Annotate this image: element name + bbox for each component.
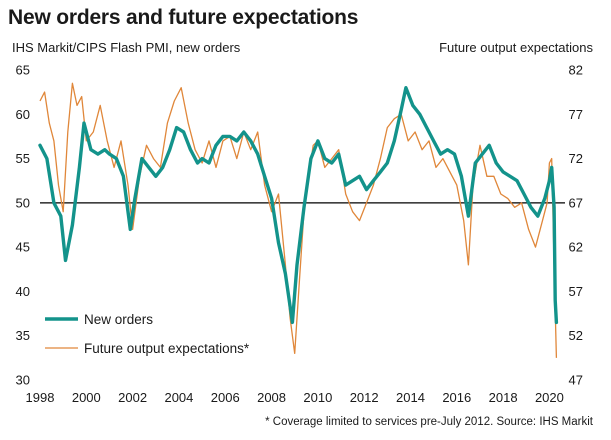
x-tick-label: 1998 (26, 390, 55, 405)
left-axis-label: IHS Markit/CIPS Flash PMI, new orders (12, 40, 241, 55)
x-tick-label: 2004 (164, 390, 193, 405)
x-tick-label: 2018 (489, 390, 518, 405)
x-axis-ticks: 1998 2000 2002 2004 2006 2008 2010 2012 2014 2016… (26, 390, 564, 405)
right-tick-label: 77 (569, 107, 583, 122)
right-tick-label: 52 (569, 328, 583, 343)
x-tick-label: 2002 (118, 390, 147, 405)
left-tick-label: 45 (16, 240, 30, 255)
legend: New orders Future output expectations* (45, 312, 250, 356)
x-tick-label: 2010 (303, 390, 332, 405)
series-line-future-output-expectations (39, 82, 558, 358)
right-axis-label: Future output expectations (439, 40, 593, 55)
left-tick-label: 30 (16, 373, 30, 388)
series-line-new-orders (38, 86, 559, 325)
left-tick-label: 65 (16, 63, 30, 78)
x-tick-label: 2016 (442, 390, 471, 405)
right-tick-label: 57 (569, 284, 583, 299)
chart-title: New orders and future expectations (8, 6, 359, 29)
x-tick-label: 2014 (396, 390, 425, 405)
right-tick-label: 72 (569, 151, 583, 166)
x-tick-label: 2012 (350, 390, 379, 405)
legend-label-future-output-expectations: Future output expectations* (84, 341, 250, 356)
right-tick-label: 62 (569, 240, 583, 255)
left-tick-label: 55 (16, 151, 30, 166)
legend-label-new-orders: New orders (84, 312, 153, 327)
chart-svg: 30 35 40 45 50 55 60 65 47 52 57 62 67 72 77 82 1998 20… (16, 63, 583, 406)
right-tick-label: 67 (569, 195, 583, 210)
right-tick-label: 82 (569, 63, 583, 78)
source-note: * Coverage limited to services pre-July … (265, 416, 593, 428)
left-tick-label: 40 (16, 284, 30, 299)
right-tick-label: 47 (569, 373, 583, 388)
x-tick-label: 2006 (211, 390, 240, 405)
right-axis-ticks: 47 52 57 62 67 72 77 82 (569, 63, 583, 388)
x-tick-label: 2020 (535, 390, 564, 405)
x-tick-label: 2000 (72, 390, 101, 405)
left-tick-label: 60 (16, 107, 30, 122)
left-axis-ticks: 30 35 40 45 50 55 60 65 (16, 63, 30, 388)
x-tick-label: 2008 (257, 390, 286, 405)
left-tick-label: 50 (16, 195, 30, 210)
left-tick-label: 35 (16, 328, 30, 343)
